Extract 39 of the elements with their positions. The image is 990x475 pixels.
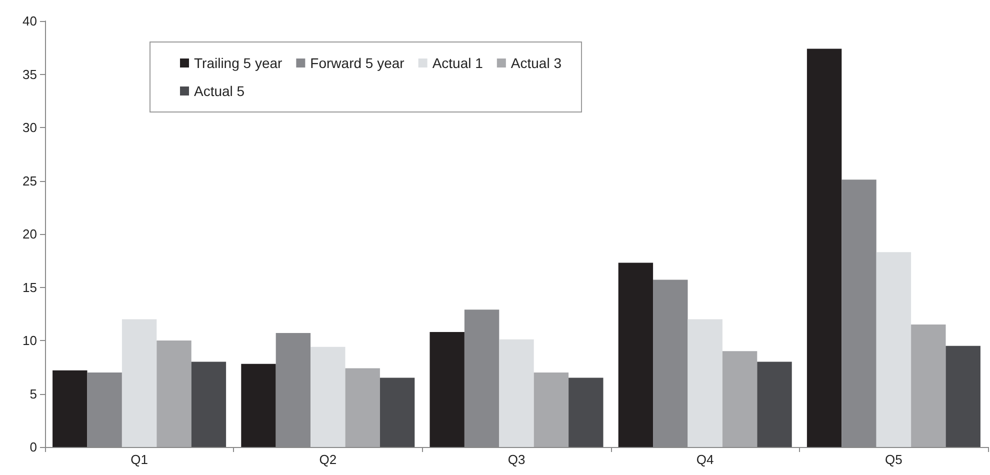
y-tick-label: 35 xyxy=(22,66,37,82)
bar xyxy=(618,262,654,447)
bar xyxy=(911,324,946,447)
bar xyxy=(946,346,980,447)
legend-label: Actual 5 xyxy=(194,83,245,99)
y-tick-label: 40 xyxy=(22,14,37,28)
x-tick-label: Q5 xyxy=(885,452,902,467)
bar xyxy=(122,319,157,447)
bar xyxy=(806,48,842,447)
bar xyxy=(310,346,346,447)
y-tick-label: 0 xyxy=(30,440,37,454)
bar xyxy=(156,340,192,447)
bar xyxy=(722,351,758,447)
bar xyxy=(52,370,88,447)
bar xyxy=(688,319,722,447)
bar xyxy=(191,362,226,447)
x-tick-label: Q3 xyxy=(508,452,526,467)
x-tick-label: Q4 xyxy=(696,452,714,467)
bar xyxy=(757,362,792,447)
y-tick-label: 30 xyxy=(22,120,37,135)
bar xyxy=(345,368,380,447)
legend-label: Actual 3 xyxy=(510,55,562,71)
bar xyxy=(499,339,534,447)
bar xyxy=(241,364,276,447)
y-tick-label: 20 xyxy=(22,226,37,242)
bar xyxy=(568,378,604,447)
legend-label: Actual 1 xyxy=(432,55,484,71)
y-tick-label: 25 xyxy=(22,173,37,188)
y-tick-label: 5 xyxy=(30,386,37,402)
bar xyxy=(534,372,569,447)
y-tick-label: 10 xyxy=(22,333,37,348)
x-tick-label: Q2 xyxy=(319,452,337,467)
bar xyxy=(876,252,912,447)
x-tick-label: Q1 xyxy=(130,452,148,467)
bar xyxy=(380,378,415,447)
y-tick-label: 15 xyxy=(22,280,37,295)
legend-label: Trailing 5 year xyxy=(194,55,283,71)
bar xyxy=(430,332,464,447)
legend-label: Forward 5 year xyxy=(310,55,405,71)
